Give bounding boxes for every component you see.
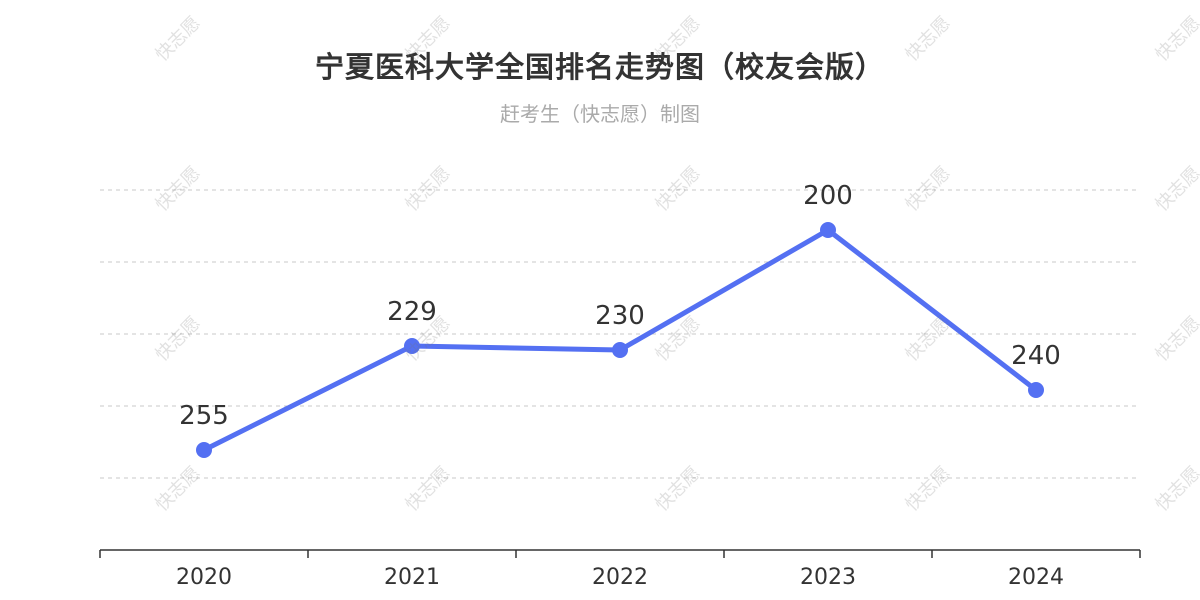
chart-title: 宁夏医科大学全国排名走势图（校友会版）: [314, 50, 885, 84]
x-tick-label: 2021: [384, 565, 440, 590]
x-tick-label: 2022: [592, 565, 648, 590]
x-axis: 2020 2021 2022 2023 2024: [99, 549, 1141, 590]
data-point: [612, 342, 628, 358]
x-tick-label: 2020: [176, 565, 232, 590]
x-tick-label: 2024: [1008, 565, 1064, 590]
data-point: [196, 442, 212, 458]
data-label: 200: [803, 181, 853, 211]
chart-subtitle: 赶考生（快志愿）制图: [500, 102, 700, 126]
series-line: [201, 227, 1039, 453]
series-rank: 255 229 230 200 240: [179, 181, 1061, 458]
data-label: 255: [179, 401, 229, 431]
data-point: [1028, 382, 1044, 398]
data-point: [820, 222, 836, 238]
grid-lines: [100, 189, 1140, 479]
data-point: [404, 338, 420, 354]
data-label: 230: [595, 301, 645, 331]
data-label: 240: [1011, 341, 1061, 371]
x-tick-label: 2023: [800, 565, 856, 590]
data-label: 229: [387, 297, 437, 327]
